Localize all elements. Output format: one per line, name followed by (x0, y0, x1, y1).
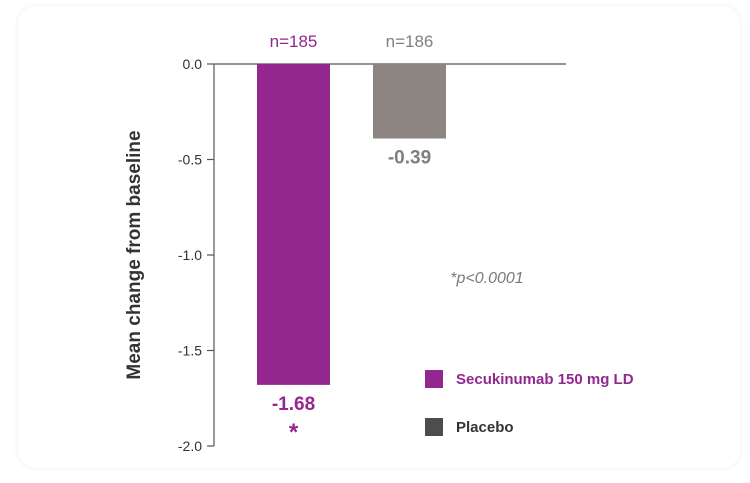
significance-marker: * (289, 419, 299, 446)
value-label: -1.68 (272, 394, 315, 415)
y-tick-label: -1.5 (178, 343, 202, 359)
legend-label: Secukinumab 150 mg LD (456, 371, 634, 388)
n-label: n=185 (270, 32, 318, 51)
significance-annotation: *p<0.0001 (450, 270, 523, 287)
legend-swatch (425, 418, 443, 436)
y-axis-label: Mean change from baseline (124, 130, 145, 379)
y-axis: 0.0 -0.5 -1.0 -1.5 -2.0 (178, 56, 566, 454)
legend: Secukinumab 150 mg LD Placebo (425, 370, 634, 436)
value-label: -0.39 (388, 147, 431, 168)
y-tick-label: 0.0 (183, 56, 203, 72)
y-tick-label: -1.0 (178, 247, 202, 263)
y-tick-label: -0.5 (178, 152, 202, 168)
bar (373, 64, 446, 139)
legend-label: Placebo (456, 419, 514, 436)
legend-swatch (425, 370, 443, 388)
bar (257, 64, 330, 385)
y-tick-label: -2.0 (178, 438, 202, 454)
bar-labels: n=185 -1.68 * n=186 -0.39 (270, 32, 434, 446)
bars (257, 64, 446, 385)
n-label: n=186 (386, 32, 434, 51)
